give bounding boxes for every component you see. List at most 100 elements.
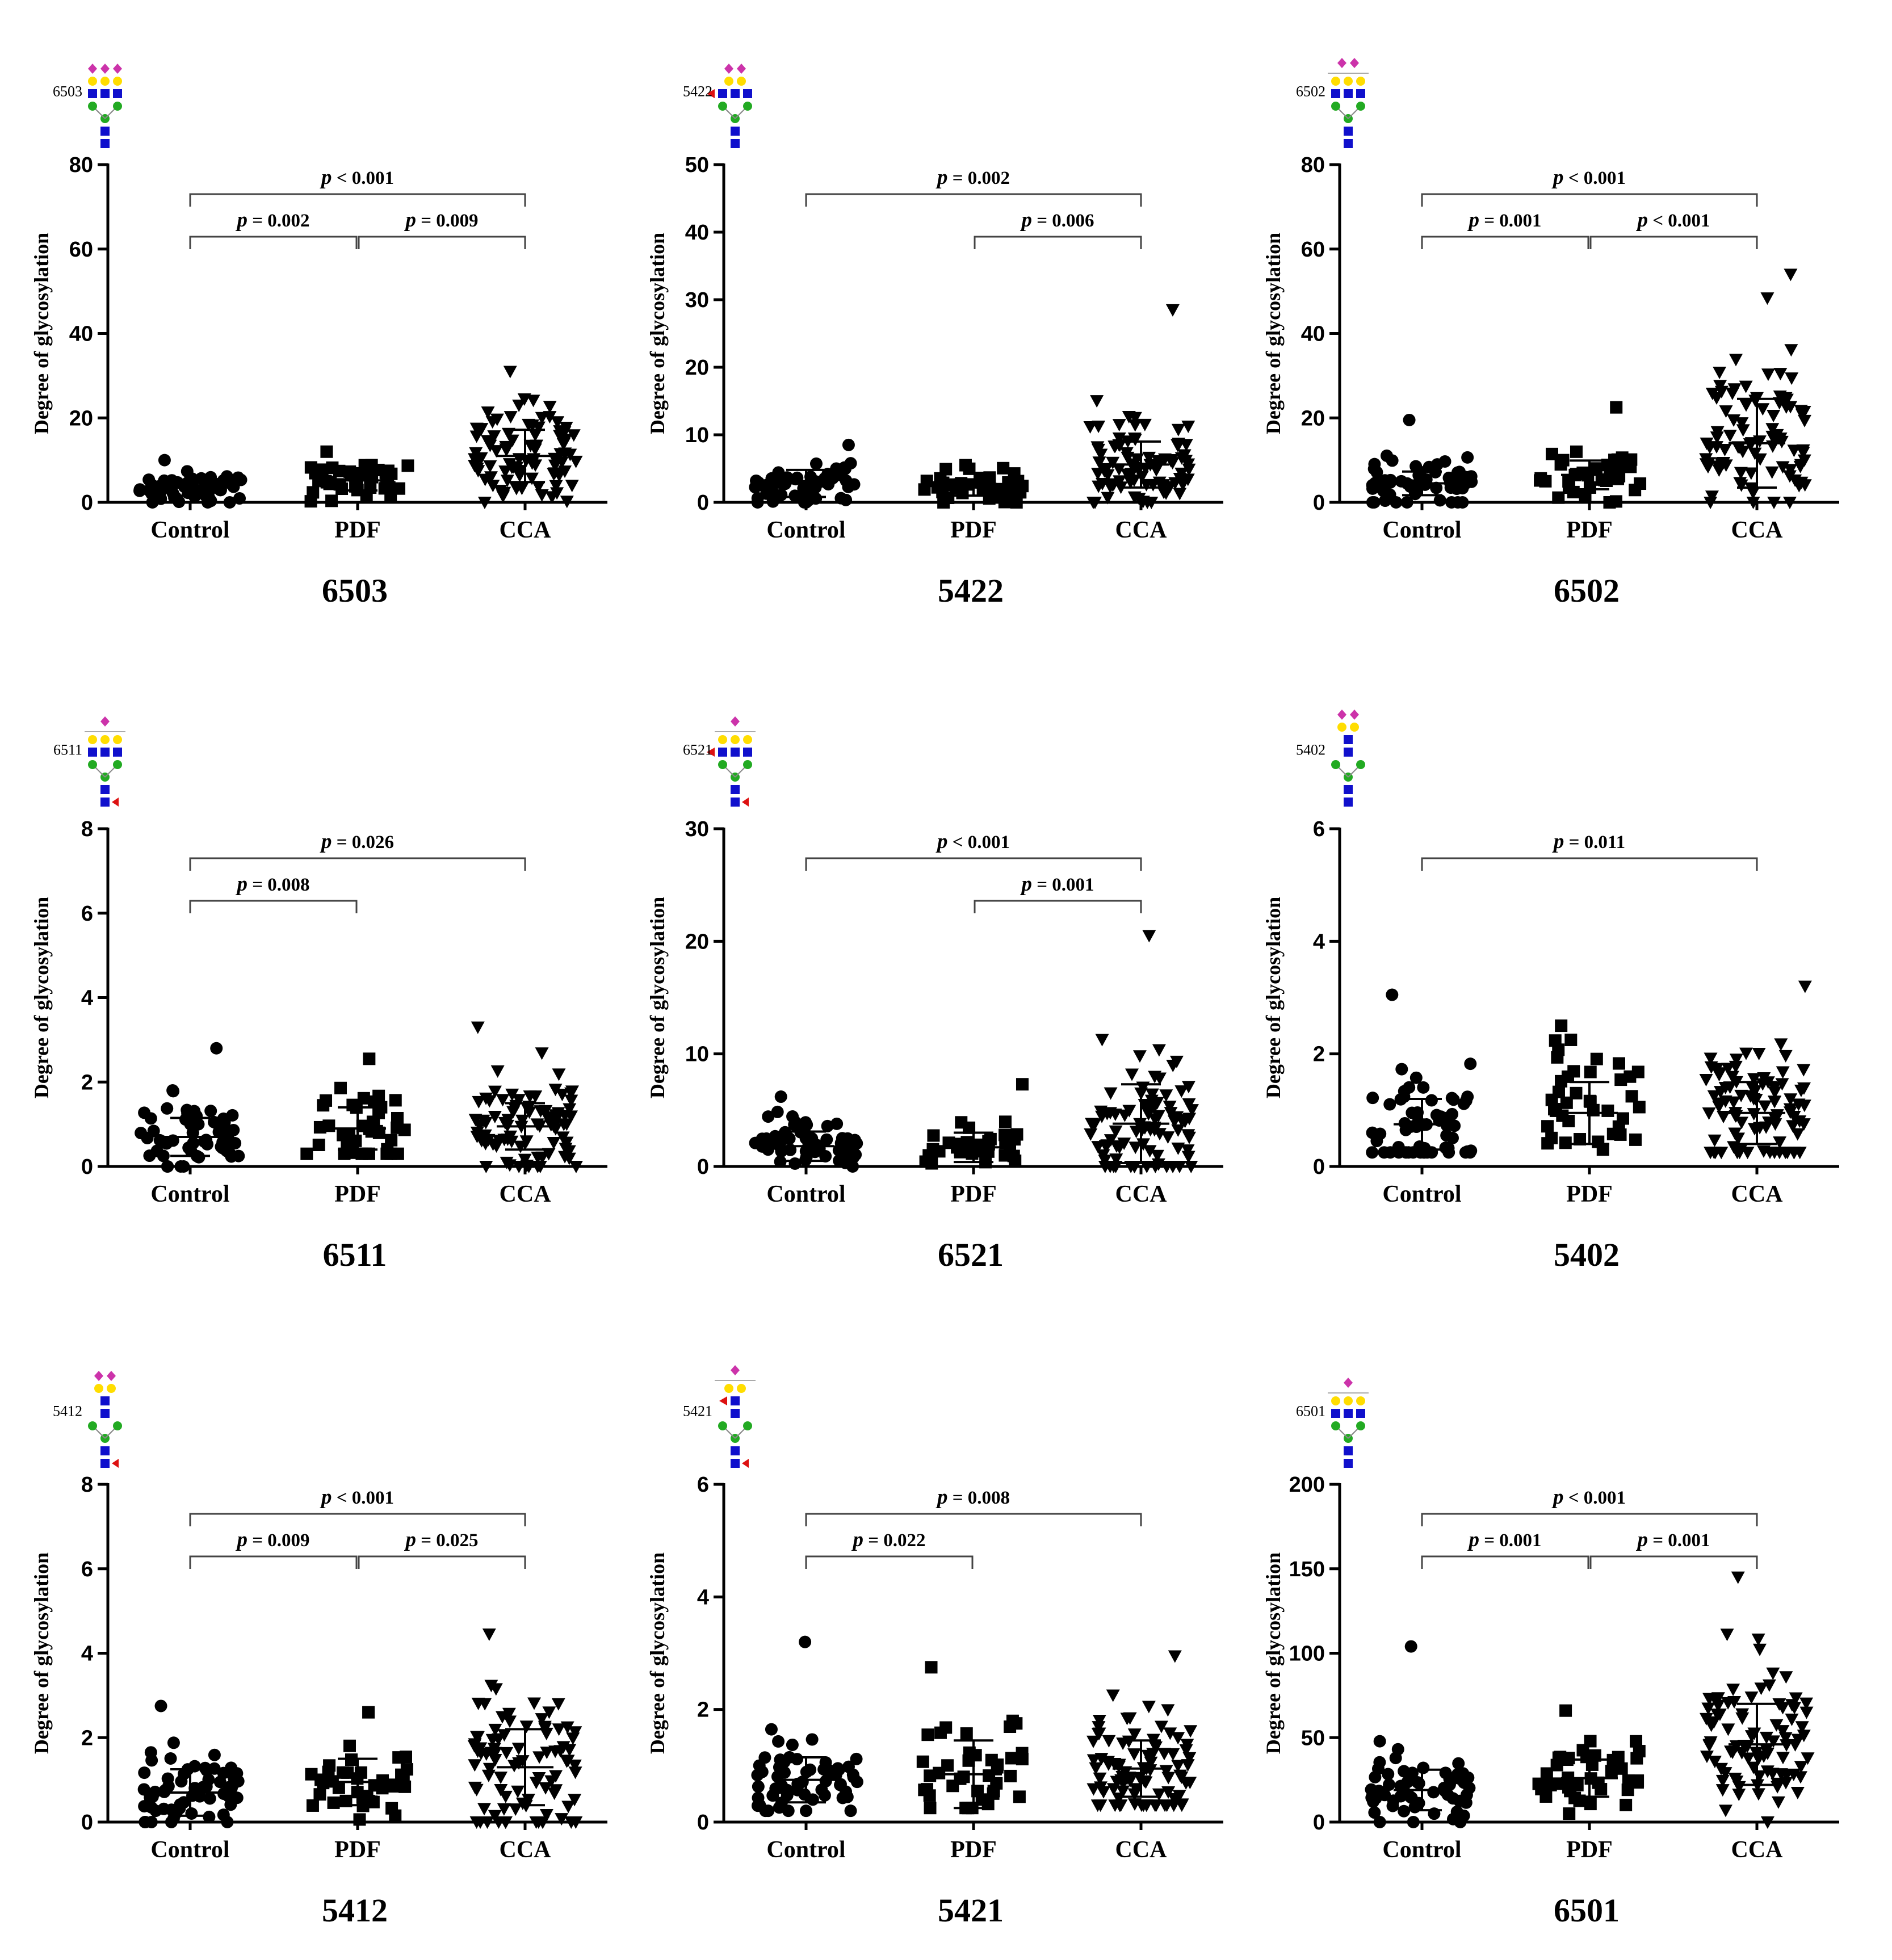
y-tick-label: 6 xyxy=(1313,817,1325,841)
data-point xyxy=(1095,1034,1109,1047)
data-point xyxy=(1562,1752,1575,1765)
data-point xyxy=(512,399,526,412)
data-point xyxy=(1101,492,1115,505)
data-point xyxy=(1154,1720,1168,1734)
p-value-label: p = 0.025 xyxy=(404,1528,478,1551)
data-point xyxy=(500,475,514,488)
x-category-label: CCA xyxy=(1731,1837,1784,1863)
y-tick-label: 40 xyxy=(69,322,93,346)
glcnac-icon xyxy=(731,798,740,807)
data-point xyxy=(494,1783,508,1797)
data-point xyxy=(1766,1667,1780,1680)
data-point xyxy=(398,1780,412,1793)
glcnac-icon xyxy=(100,89,110,98)
data-point xyxy=(1113,1799,1127,1812)
x-category-label: CCA xyxy=(1115,1181,1168,1207)
data-point xyxy=(959,459,972,472)
data-point xyxy=(568,1794,582,1807)
data-point xyxy=(1798,479,1812,492)
data-point xyxy=(353,1813,366,1826)
galactose-icon xyxy=(100,77,110,86)
data-point xyxy=(480,435,494,448)
data-point xyxy=(1399,1146,1412,1159)
data-point xyxy=(1380,449,1393,462)
data-point xyxy=(1601,1104,1614,1117)
data-point xyxy=(563,1103,577,1116)
galactose-icon xyxy=(743,735,752,744)
data-point xyxy=(1013,1790,1026,1803)
data-point xyxy=(1718,1767,1732,1780)
data-point xyxy=(1452,1757,1465,1770)
data-point xyxy=(213,1776,226,1789)
data-point xyxy=(1756,403,1770,416)
data-point xyxy=(1545,1131,1558,1144)
data-point xyxy=(1373,1756,1386,1769)
data-point xyxy=(925,1661,938,1674)
data-point xyxy=(1181,420,1195,433)
data-point xyxy=(204,494,217,507)
data-point xyxy=(1794,1084,1808,1097)
data-point xyxy=(483,1762,497,1776)
data-point xyxy=(1128,433,1142,446)
data-point xyxy=(499,440,513,454)
data-point xyxy=(1795,1721,1809,1734)
data-point xyxy=(749,1136,762,1149)
sialic-acid-icon xyxy=(1350,58,1359,68)
x-category-label: PDF xyxy=(334,517,381,543)
data-point xyxy=(535,1713,549,1726)
x-category-label: PDF xyxy=(334,1181,381,1207)
data-point xyxy=(334,1081,347,1094)
data-point xyxy=(1728,1127,1742,1140)
data-point xyxy=(1144,1094,1159,1107)
data-point xyxy=(175,1775,188,1788)
data-point xyxy=(1605,1765,1618,1778)
data-point xyxy=(210,1042,223,1055)
data-point xyxy=(384,1147,397,1160)
galactose-icon xyxy=(737,1384,746,1393)
significance-bracket xyxy=(805,1555,974,1569)
data-point xyxy=(1747,1073,1761,1086)
data-point xyxy=(161,1160,174,1173)
data-point xyxy=(1152,1128,1167,1141)
data-point xyxy=(391,1121,404,1134)
p-value-text: < 0.001 xyxy=(1648,211,1710,231)
data-point xyxy=(223,476,236,489)
data-point xyxy=(1174,1085,1189,1098)
data-point xyxy=(362,1706,375,1719)
data-point xyxy=(1002,476,1015,489)
data-point xyxy=(1610,401,1623,414)
data-point xyxy=(1389,1752,1402,1765)
data-point xyxy=(1112,419,1126,432)
data-point xyxy=(1795,408,1809,421)
data-point xyxy=(999,1149,1012,1162)
data-point xyxy=(1459,1094,1473,1107)
data-point xyxy=(1771,1796,1785,1809)
data-point xyxy=(1088,497,1102,509)
data-point xyxy=(1715,1784,1730,1797)
chart-panel-5402: 5402 0 2 4 6 Degree of glycosylation Control PD… xyxy=(1262,710,1839,1273)
data-point xyxy=(1149,464,1163,477)
data-point xyxy=(788,1157,802,1170)
data-point xyxy=(791,1753,804,1766)
data-point xyxy=(482,1629,496,1642)
data-point xyxy=(1714,457,1729,470)
data-point xyxy=(569,455,583,468)
data-point xyxy=(933,1766,946,1779)
glycan-structure xyxy=(707,716,756,807)
data-point xyxy=(1425,1094,1438,1107)
data-point xyxy=(227,1770,240,1783)
data-point xyxy=(1773,432,1788,445)
sialic-acid-icon xyxy=(1344,1378,1353,1388)
data-point xyxy=(1122,1735,1136,1748)
data-point xyxy=(317,1777,330,1790)
glcnac-icon xyxy=(718,89,727,98)
data-point xyxy=(1545,1093,1558,1106)
data-point xyxy=(1093,1772,1107,1785)
glcnac-icon xyxy=(1344,139,1353,148)
glcnac-icon xyxy=(1331,1409,1340,1418)
data-point xyxy=(320,445,333,458)
data-point xyxy=(532,1751,547,1764)
data-point xyxy=(468,1781,482,1794)
data-point xyxy=(1773,1136,1787,1149)
